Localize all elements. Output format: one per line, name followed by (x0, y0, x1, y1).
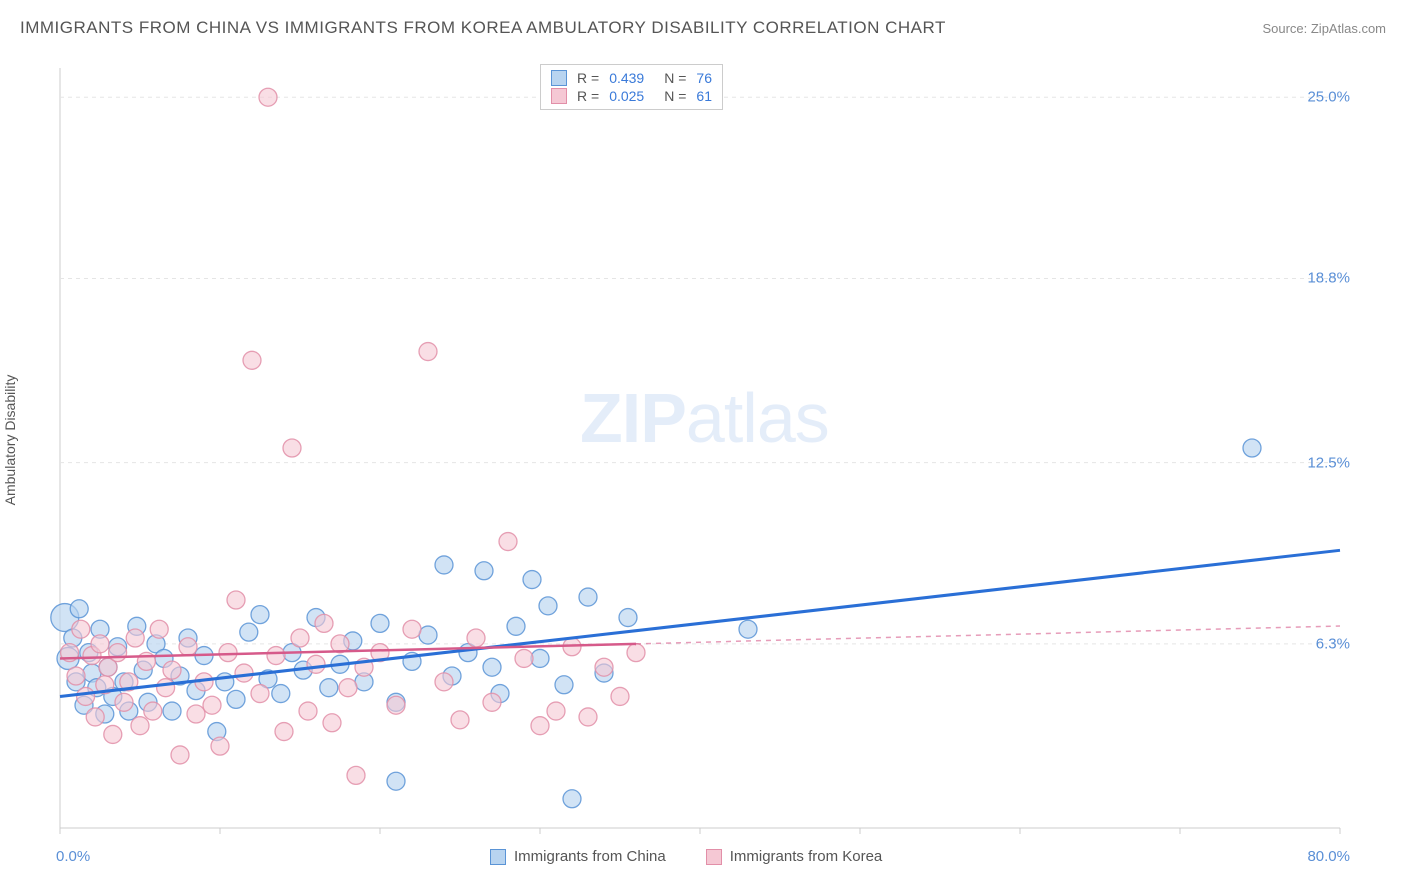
legend-series-label: Immigrants from Korea (730, 848, 883, 865)
legend-r-label: R = (577, 70, 599, 86)
scatter-chart-svg (50, 58, 1350, 868)
chart-area: ZIPatlas R =0.439N =76R =0.025N =61 Immi… (50, 58, 1350, 838)
x-axis-min-label: 0.0% (56, 848, 90, 865)
chart-header: IMMIGRANTS FROM CHINA VS IMMIGRANTS FROM… (20, 18, 1386, 38)
legend-r-value: 0.439 (609, 70, 644, 86)
legend-n-label: N = (664, 88, 686, 104)
legend-correlation-row: R = 0.439 N = 76 (551, 69, 712, 87)
y-tick-label: 18.8% (1307, 270, 1350, 287)
y-tick-label: 25.0% (1307, 89, 1350, 106)
chart-title: IMMIGRANTS FROM CHINA VS IMMIGRANTS FROM… (20, 18, 946, 38)
y-tick-label: 12.5% (1307, 454, 1350, 471)
legend-correlation-row: R = 0.025 N = 61 (551, 87, 712, 105)
legend-correlation-box: R = 0.439 N = 76 R = 0.025 N = 61 (540, 64, 723, 110)
legend-swatch (551, 88, 567, 104)
legend-series-label: Immigrants from China (514, 848, 666, 865)
legend-r-label: R = (577, 88, 599, 104)
legend-swatch (490, 849, 506, 865)
legend-r-value: 0.025 (609, 88, 644, 104)
legend-series-item: Immigrants from China (490, 848, 666, 865)
legend-n-label: N = (664, 70, 686, 86)
legend-series-item: Immigrants from Korea (706, 848, 883, 865)
legend-swatch (551, 70, 567, 86)
legend-series: Immigrants from China Immigrants from Kor… (490, 848, 882, 865)
legend-n-value: 61 (696, 88, 712, 104)
chart-source: Source: ZipAtlas.com (1262, 21, 1386, 36)
y-axis-label: Ambulatory Disability (2, 375, 18, 506)
y-tick-label: 6.3% (1316, 635, 1350, 652)
legend-n-value: 76 (696, 70, 712, 86)
x-axis-max-label: 80.0% (1307, 848, 1350, 865)
legend-swatch (706, 849, 722, 865)
